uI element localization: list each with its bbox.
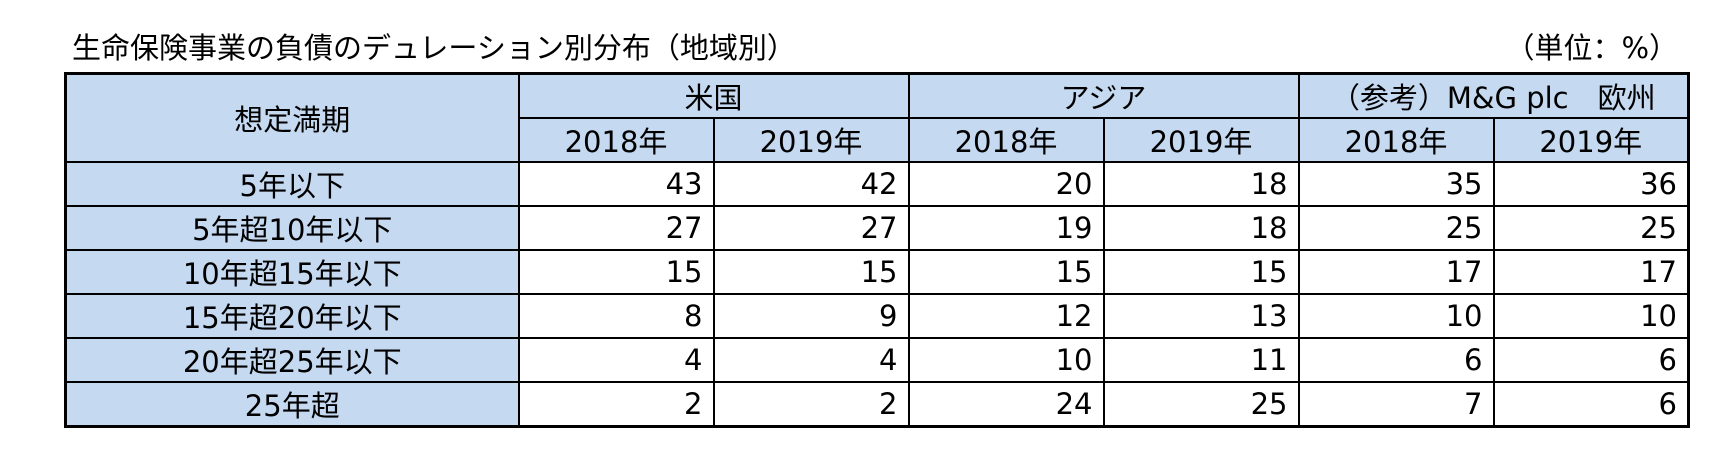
table-cell: 17	[1297, 249, 1495, 295]
table-cell: 15	[517, 249, 715, 295]
year-header: 2018年	[907, 117, 1105, 163]
corner-header: 想定満期	[64, 72, 520, 163]
unit-label: （単位：%）	[1505, 31, 1678, 65]
table-cell: 27	[517, 205, 715, 251]
table-row: 5年超10年以下 27 27 19 18 25 25	[64, 205, 1690, 251]
duration-table: 想定満期 米国 アジア （参考）M&G plc 欧州 2018年 2019年 2…	[64, 72, 1690, 428]
table-cell: 6	[1492, 381, 1690, 428]
table-cell: 36	[1492, 161, 1690, 207]
table-cell: 25	[1492, 205, 1690, 251]
row-label: 15年超20年以下	[64, 293, 520, 339]
year-header: 2019年	[712, 117, 910, 163]
group-header-us: 米国	[517, 72, 910, 119]
row-label: 5年以下	[64, 161, 520, 207]
table-row: 25年超 2 2 24 25 7 6	[64, 381, 1690, 428]
table-row: 15年超20年以下 8 9 12 13 10 10	[64, 293, 1690, 339]
table-cell: 11	[1102, 337, 1300, 383]
table-cell: 10	[1297, 293, 1495, 339]
table-cell: 25	[1102, 381, 1300, 428]
table-cell: 13	[1102, 293, 1300, 339]
table-cell: 4	[517, 337, 715, 383]
table-row: 5年以下 43 42 20 18 35 36	[64, 161, 1690, 207]
table-cell: 2	[517, 381, 715, 428]
table-cell: 8	[517, 293, 715, 339]
table-cell: 6	[1297, 337, 1495, 383]
year-header: 2019年	[1492, 117, 1690, 163]
table-cell: 42	[712, 161, 910, 207]
year-header: 2018年	[517, 117, 715, 163]
page-title: 生命保険事業の負債のデュレーション別分布（地域別）	[72, 31, 796, 65]
table-cell: 15	[1102, 249, 1300, 295]
table-cell: 15	[907, 249, 1105, 295]
year-header: 2019年	[1102, 117, 1300, 163]
table-cell: 2	[712, 381, 910, 428]
year-header: 2018年	[1297, 117, 1495, 163]
table-cell: 27	[712, 205, 910, 251]
table-cell: 12	[907, 293, 1105, 339]
row-label: 20年超25年以下	[64, 337, 520, 383]
table-cell: 10	[907, 337, 1105, 383]
table-cell: 15	[712, 249, 910, 295]
table-cell: 7	[1297, 381, 1495, 428]
row-label: 25年超	[64, 381, 520, 428]
table-cell: 25	[1297, 205, 1495, 251]
table-cell: 17	[1492, 249, 1690, 295]
table-cell: 4	[712, 337, 910, 383]
table-cell: 43	[517, 161, 715, 207]
group-header-europe: （参考）M&G plc 欧州	[1297, 72, 1690, 119]
row-label: 10年超15年以下	[64, 249, 520, 295]
table-cell: 10	[1492, 293, 1690, 339]
table-cell: 35	[1297, 161, 1495, 207]
row-label: 5年超10年以下	[64, 205, 520, 251]
table-cell: 19	[907, 205, 1105, 251]
table-cell: 18	[1102, 161, 1300, 207]
table-row: 10年超15年以下 15 15 15 15 17 17	[64, 249, 1690, 295]
table-cell: 18	[1102, 205, 1300, 251]
table-row: 20年超25年以下 4 4 10 11 6 6	[64, 337, 1690, 383]
table-cell: 24	[907, 381, 1105, 428]
table-cell: 6	[1492, 337, 1690, 383]
group-header-asia: アジア	[907, 72, 1300, 119]
table-cell: 9	[712, 293, 910, 339]
table-cell: 20	[907, 161, 1105, 207]
